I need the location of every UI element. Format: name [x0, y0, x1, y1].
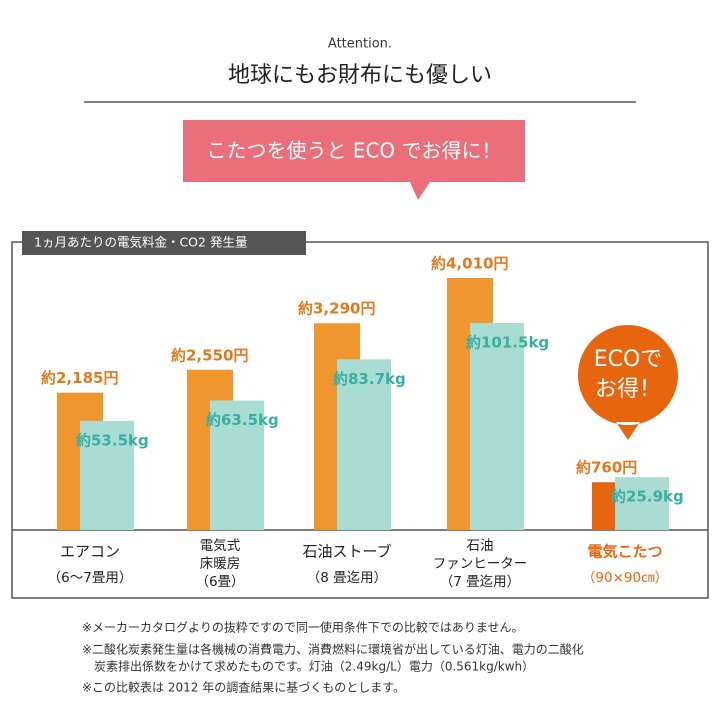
banner: こたつを使うと ECO でお得に！ [206, 139, 501, 163]
note: 炭素排出係数をかけて求めたものです。灯油（2.49kg/L）電力（0.561kg… [94, 659, 534, 674]
value-label: 約53.5kg [76, 431, 149, 449]
callout-bubble [577, 325, 678, 440]
value-label: 約3,290円 [298, 300, 375, 318]
note: ※この比較表は 2012 年の調査結果に基づくものとします。 [82, 680, 405, 695]
category-label: （8 畳迄用） [307, 570, 387, 586]
category-label: （6〜7畳用） [48, 570, 133, 586]
kicker: Attention. [328, 37, 392, 52]
chart-frame [11, 241, 709, 599]
category-label: エアコン [60, 543, 120, 561]
category-label: 電気こたつ [587, 543, 662, 561]
category-label: ファンヒーター [433, 556, 528, 572]
value-label: 約2,550円 [171, 346, 248, 364]
callout: お得！ [595, 377, 661, 402]
category-label: 石油 [467, 538, 494, 554]
category-label: （90×90㎝） [582, 570, 668, 586]
category-label: 床暖房 [200, 556, 241, 572]
category-label: 電気式 [200, 538, 241, 554]
category-label: （6畳） [195, 574, 244, 590]
category-label: 石油ストーブ [302, 543, 391, 561]
value-label: 約83.7kg [333, 370, 406, 388]
bar [337, 359, 391, 530]
note: ※メーカーカタログよりの抜粋ですので同一使用条件下での比較ではありません。 [82, 620, 523, 635]
callout: ECOで [594, 347, 663, 372]
value-label: 約760円 [576, 459, 637, 477]
value-label: 約2,185円 [41, 369, 118, 387]
category-label: （7 畳迄用） [440, 574, 520, 590]
value-label: 約63.5kg [206, 411, 279, 429]
value-label: 約101.5kg [466, 334, 549, 352]
chart-title: 1ヵ月あたりの電気料金・CO2 発生量 [34, 235, 247, 250]
note: ※二酸化炭素発生量は各機械の消費電力、消費燃料に環境省が出している灯油、電力の二… [82, 642, 584, 657]
bar [210, 400, 264, 530]
bar [615, 477, 669, 530]
banner-shape [183, 120, 525, 200]
bar [470, 323, 524, 530]
title: 地球にもお財布にも優しい [228, 63, 492, 88]
value-label: 約25.9kg [611, 488, 684, 506]
bar [80, 420, 134, 530]
value-label: 約4,010円 [431, 255, 508, 273]
chart-tag [22, 231, 306, 255]
